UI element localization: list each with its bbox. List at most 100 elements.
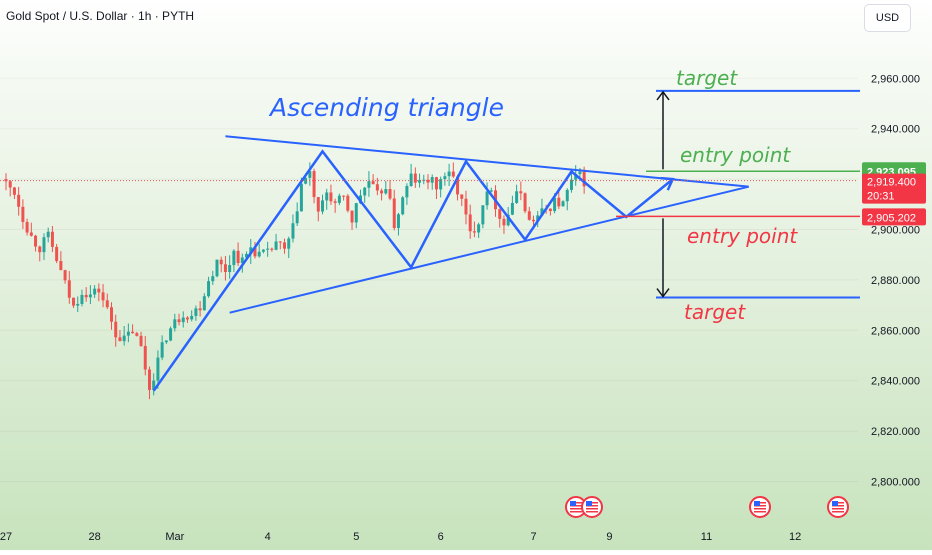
candle-body — [346, 195, 350, 211]
pattern-title: Ascending triangle — [268, 93, 504, 122]
candle-body — [181, 317, 185, 323]
y-tick-label: 2,840.000 — [871, 376, 920, 388]
candle-body — [38, 246, 42, 253]
price-axis[interactable]: 2,800.000 2,820.000 2,840.000 2,860.000 2,88… — [871, 73, 920, 488]
x-tick-label: 7 — [530, 531, 536, 543]
flag-stripe — [754, 511, 766, 513]
candle-body — [548, 208, 552, 212]
entry-down-price-box — [862, 208, 926, 226]
y-tick-label: 2,940.000 — [871, 124, 920, 136]
candle-body — [101, 292, 105, 301]
us-flag-event-icon — [749, 496, 771, 518]
candle-body — [253, 247, 257, 257]
flag-stripe — [586, 508, 598, 510]
economic-events — [565, 496, 849, 518]
y-tick-label: 2,900.000 — [871, 225, 920, 237]
target-down-label: target — [684, 300, 746, 324]
candle-body — [240, 257, 244, 264]
candle-body — [105, 300, 109, 308]
candle-body — [143, 345, 147, 370]
candle-body — [84, 294, 88, 298]
candle-body — [76, 303, 80, 306]
y-tick-label: 2,820.000 — [871, 426, 920, 438]
candle-body — [295, 211, 299, 224]
candle-body — [536, 215, 540, 222]
flag-canton — [754, 501, 760, 506]
candle-body — [198, 308, 202, 311]
currency-button[interactable]: USD — [864, 4, 911, 32]
entry-up-label: entry point — [680, 143, 791, 167]
flag-canton — [586, 501, 592, 506]
x-tick-label: 11 — [701, 531, 712, 543]
current-price-text: 2,919.400 — [867, 177, 916, 189]
candle-body — [12, 187, 16, 195]
candle-body — [17, 194, 21, 207]
candle-body — [257, 251, 261, 257]
y-tick-label: 2,860.000 — [871, 325, 920, 337]
candle-body — [569, 179, 573, 190]
candle-body — [342, 195, 346, 197]
candle-body — [50, 231, 54, 247]
candle-body — [392, 198, 396, 228]
candle-body — [325, 192, 329, 201]
x-tick-label: 28 — [88, 531, 100, 543]
candle-body — [447, 171, 451, 177]
x-tick-label: 6 — [438, 531, 444, 543]
x-tick-label: 4 — [265, 531, 271, 543]
flag-stripe — [754, 508, 766, 510]
candle-body — [312, 171, 316, 198]
candle-body — [380, 190, 384, 194]
candle-body — [278, 241, 282, 243]
candle-body — [451, 171, 455, 177]
candle-body — [367, 181, 371, 188]
candle-body — [72, 297, 76, 306]
candle-body — [565, 189, 569, 202]
candle-body — [236, 250, 240, 264]
candle-body — [59, 261, 63, 271]
candle-body — [228, 265, 232, 273]
candle-body — [540, 208, 544, 216]
time-axis[interactable]: 27 28 Mar 4 5 6 7 9 11 12 — [0, 531, 801, 543]
candle-body — [354, 203, 358, 223]
candle-body — [321, 200, 324, 212]
candle-body — [126, 331, 130, 336]
candle-body — [202, 296, 206, 311]
candle-body — [329, 192, 333, 202]
candle-body — [152, 380, 156, 390]
candle-body — [215, 259, 219, 277]
candle-body — [261, 249, 265, 252]
target-up-label: target — [676, 66, 738, 90]
us-flag-event-icon — [581, 496, 603, 518]
countdown-text: 20:31 — [867, 191, 895, 203]
candle-body — [245, 253, 249, 258]
candle-body — [523, 193, 527, 212]
candle-body — [582, 171, 586, 187]
candle-body — [506, 214, 510, 226]
candle-body — [439, 179, 443, 190]
candle-body — [401, 197, 405, 215]
candle-body — [350, 210, 354, 223]
candle-body — [34, 235, 38, 247]
candle-body — [194, 308, 198, 316]
y-tick-label: 2,960.000 — [871, 73, 920, 85]
candle-body — [164, 340, 168, 343]
measure-arrow-down — [656, 288, 670, 298]
candle-body — [464, 198, 468, 215]
candle-body — [413, 173, 417, 183]
event-circle — [581, 496, 603, 518]
candle-body — [477, 224, 481, 233]
candle-body — [519, 191, 523, 194]
measure-arrow-up — [656, 90, 670, 101]
candle-body — [553, 197, 557, 212]
candle-body — [147, 369, 151, 390]
candle-body — [169, 328, 173, 341]
candle-body — [55, 246, 59, 262]
candle-body — [207, 281, 211, 297]
candle-body — [388, 189, 392, 199]
candle-body — [223, 264, 227, 273]
level-lines — [0, 89, 860, 299]
candle-body — [97, 288, 101, 293]
candle-body — [443, 176, 447, 180]
